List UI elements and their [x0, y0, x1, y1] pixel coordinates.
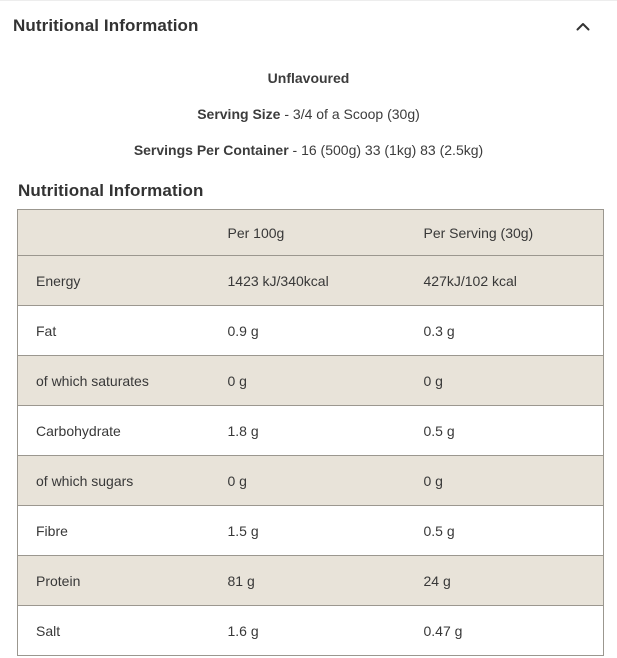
- value-per-serving: 0 g: [405, 355, 604, 406]
- table-row: Carbohydrate 1.8 g 0.5 g: [17, 405, 604, 456]
- servings-per-container-line: Servings Per Container - 16 (500g) 33 (1…: [0, 142, 617, 158]
- serving-size-label: Serving Size: [197, 106, 281, 122]
- col-header-per-100g: Per 100g: [209, 209, 406, 256]
- value-per-serving: 0.5 g: [405, 405, 604, 456]
- serving-size-line: Serving Size - 3/4 of a Scoop (30g): [0, 106, 617, 122]
- table-row: Energy 1423 kJ/340kcal 427kJ/102 kcal: [17, 255, 604, 306]
- value-per-serving: 24 g: [405, 555, 604, 606]
- value-per-100g: 81 g: [209, 555, 406, 606]
- value-per-serving: 0 g: [405, 455, 604, 506]
- row-label: of which saturates: [17, 355, 210, 406]
- table-row: of which saturates 0 g 0 g: [17, 355, 604, 406]
- col-header-empty: [17, 209, 210, 256]
- nutrition-table: Per 100g Per Serving (30g) Energy 1423 k…: [17, 209, 604, 656]
- accordion-title: Nutritional Information: [13, 16, 199, 35]
- row-label: Fibre: [17, 505, 210, 556]
- value-per-100g: 1.5 g: [209, 505, 406, 556]
- value-per-100g: 0 g: [209, 455, 406, 506]
- chevron-up-icon[interactable]: [574, 20, 592, 33]
- row-label: of which sugars: [17, 455, 210, 506]
- servings-value: - 16 (500g) 33 (1kg) 83 (2.5kg): [288, 142, 484, 158]
- value-per-100g: 0.9 g: [209, 305, 406, 356]
- serving-info: Unflavoured Serving Size - 3/4 of a Scoo…: [0, 70, 617, 158]
- servings-label: Servings Per Container: [133, 142, 289, 158]
- table-row: Salt 1.6 g 0.47 g: [17, 605, 604, 656]
- value-per-serving: 427kJ/102 kcal: [405, 255, 604, 306]
- row-label: Protein: [17, 555, 210, 606]
- col-header-per-serving: Per Serving (30g): [405, 209, 604, 256]
- serving-size-value: - 3/4 of a Scoop (30g): [280, 106, 420, 122]
- value-per-100g: 1.8 g: [209, 405, 406, 456]
- row-label: Fat: [17, 305, 210, 356]
- nutritional-info-accordion-header[interactable]: Nutritional Information: [0, 0, 617, 36]
- row-label: Carbohydrate: [17, 405, 210, 456]
- row-label: Salt: [17, 605, 210, 656]
- table-row: Protein 81 g 24 g: [17, 555, 604, 606]
- row-label: Energy: [17, 255, 210, 306]
- value-per-serving: 0.3 g: [405, 305, 604, 356]
- value-per-100g: 1.6 g: [209, 605, 406, 656]
- table-header-row: Per 100g Per Serving (30g): [17, 209, 604, 256]
- value-per-100g: 1423 kJ/340kcal: [209, 255, 406, 306]
- value-per-100g: 0 g: [209, 355, 406, 406]
- value-per-serving: 0.5 g: [405, 505, 604, 556]
- table-row: Fibre 1.5 g 0.5 g: [17, 505, 604, 556]
- table-row: of which sugars 0 g 0 g: [17, 455, 604, 506]
- flavour-name: Unflavoured: [267, 70, 350, 86]
- table-heading: Nutritional Information: [18, 181, 204, 200]
- value-per-serving: 0.47 g: [405, 605, 604, 656]
- table-row: Fat 0.9 g 0.3 g: [17, 305, 604, 356]
